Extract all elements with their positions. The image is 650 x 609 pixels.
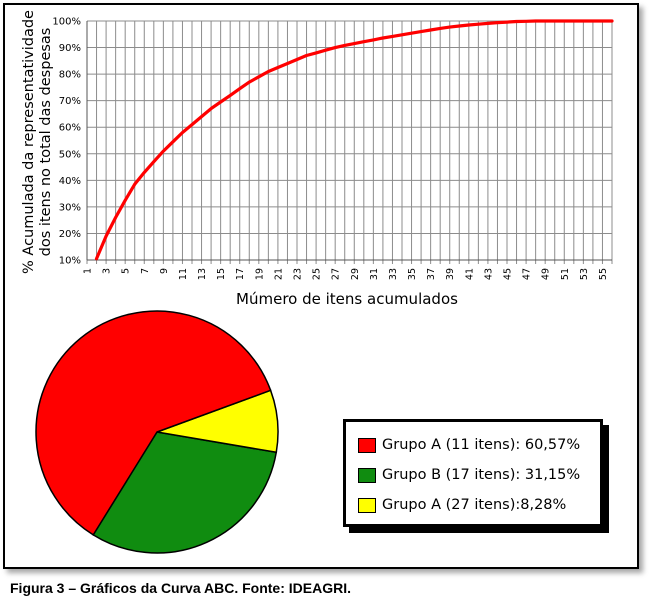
- y-tick-label: 50%: [59, 149, 81, 160]
- y-tick-label: 100%: [52, 17, 81, 28]
- y-tick-label: 60%: [59, 123, 81, 134]
- y-tick-label: 70%: [59, 96, 81, 107]
- line-chart-x-tick-labels: 1 3 5 7 9 11 13 15 17 19 21 23 25 27 29 31 33 35 37 39 41 43 4…: [83, 268, 609, 280]
- legend-label: Grupo A (27 itens):8,28%: [382, 497, 567, 513]
- line-chart-y-tick-labels: 10% 20% 30% 40% 50% 60% 70% 80% 90% 100%: [52, 17, 81, 267]
- x-tick-label: 35: [407, 268, 418, 280]
- line-chart-axes: [86, 21, 612, 261]
- cumulative-curve: [94, 19, 614, 261]
- x-tick-label: 33: [388, 268, 399, 280]
- x-tick-label: 49: [541, 268, 552, 280]
- x-tick-label: 51: [560, 268, 571, 280]
- pie-slice: [35, 310, 272, 536]
- y-tick-label: 10%: [59, 256, 81, 267]
- y-tick-label: 80%: [59, 70, 81, 81]
- x-tick-label: 53: [579, 268, 590, 280]
- x-tick-label: 15: [216, 268, 227, 280]
- x-tick-label: 37: [426, 268, 437, 280]
- x-tick-label: 29: [350, 268, 361, 280]
- legend-item-grupo-c: Grupo A (27 itens):8,28%: [358, 490, 588, 520]
- line-chart-grid: [86, 20, 613, 264]
- x-tick-label: 9: [159, 268, 170, 274]
- x-tick-label: 19: [254, 268, 265, 280]
- legend-swatch-green: [358, 467, 376, 483]
- legend-item-grupo-b: Grupo B (17 itens): 31,15%: [358, 460, 588, 490]
- x-tick-label: 27: [331, 268, 342, 280]
- x-tick-label: 21: [273, 268, 284, 280]
- x-tick-label: 11: [178, 268, 189, 280]
- y-axis-label-line-2: dos itens no total das despesas: [38, 28, 54, 257]
- x-tick-label: 3: [102, 268, 113, 274]
- x-tick-label: 47: [522, 268, 533, 280]
- x-tick-label: 1: [83, 268, 94, 274]
- x-tick-label: 25: [312, 268, 323, 280]
- y-tick-label: 20%: [59, 229, 81, 240]
- pie-chart: [35, 310, 279, 554]
- line-chart-series: [94, 19, 614, 261]
- y-axis-label-line-1: % Acumulada da representatividade: [21, 10, 37, 274]
- legend-label: Grupo B (17 itens): 31,15%: [382, 467, 581, 483]
- x-tick-label: 7: [140, 268, 151, 274]
- x-tick-label: 39: [445, 268, 456, 280]
- x-tick-label: 41: [464, 268, 475, 280]
- x-tick-label: 55: [598, 268, 609, 280]
- x-tick-label: 5: [121, 268, 132, 274]
- x-tick-label: 31: [369, 268, 380, 280]
- legend-swatch-yellow: [358, 497, 376, 513]
- x-axis-label: Múmero de itens acumulados: [236, 290, 458, 308]
- figure-caption: Figura 3 – Gráficos da Curva ABC. Fonte:…: [10, 580, 351, 596]
- x-tick-label: 43: [483, 268, 494, 280]
- x-tick-label: 17: [235, 268, 246, 280]
- pie-legend: Grupo A (11 itens): 60,57% Grupo B (17 i…: [343, 419, 603, 527]
- legend-item-grupo-a: Grupo A (11 itens): 60,57%: [358, 430, 588, 460]
- x-tick-label: 23: [293, 268, 304, 280]
- legend-label: Grupo A (11 itens): 60,57%: [382, 437, 581, 453]
- legend-swatch-red: [358, 437, 376, 453]
- y-tick-label: 40%: [59, 176, 81, 187]
- x-tick-label: 13: [197, 268, 208, 280]
- y-tick-label: 30%: [59, 202, 81, 213]
- x-tick-label: 45: [503, 268, 514, 280]
- y-tick-label: 90%: [59, 43, 81, 54]
